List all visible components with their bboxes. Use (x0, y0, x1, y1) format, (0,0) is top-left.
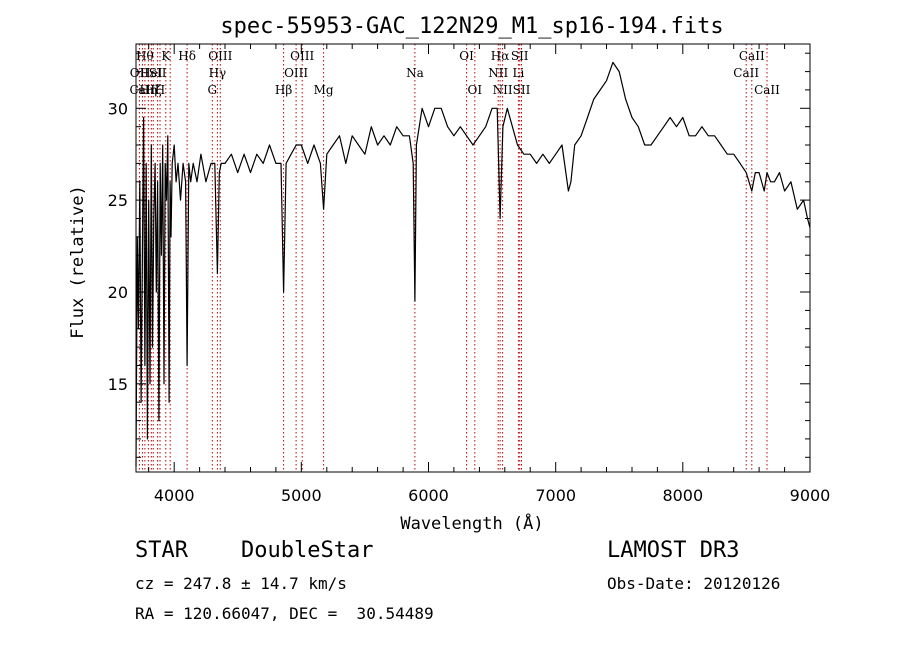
x-tick-label: 6000 (408, 486, 449, 505)
line-marker-label-20: OI (468, 83, 483, 97)
x-axis-label: Wavelength (Å) (400, 512, 543, 534)
y-tick-label: 20 (108, 283, 128, 302)
line-marker-label-16: OIII (290, 49, 314, 63)
object-subclass: DoubleStar (241, 538, 374, 563)
line-marker-label-3: Hη (139, 83, 157, 97)
line-marker-label-19: OI (459, 49, 474, 63)
line-marker-label-29: CaII (754, 83, 780, 97)
survey-name: LAMOST DR3 (607, 538, 740, 563)
line-marker-label-2: Hθ (136, 49, 154, 63)
line-marker-label-5: Hζ (145, 83, 162, 97)
redshift-cz: cz = 247.8 ± 14.7 km/s (135, 574, 347, 593)
line-marker-label-0: OII (130, 66, 150, 80)
line-marker-label-15: OIII (284, 66, 308, 80)
x-tick-label: 7000 (535, 486, 576, 505)
line-marker-label-22: Hα (491, 49, 510, 63)
line-marker-label-1: CaII (129, 83, 155, 97)
line-marker-label-7: H (155, 83, 165, 97)
x-tick-label: 8000 (662, 486, 703, 505)
line-marker-label-18: Na (406, 66, 424, 80)
line-marker-label-8: K (161, 49, 171, 63)
line-marker-label-28: CaII (739, 49, 765, 63)
line-marker-layer (138, 44, 768, 472)
line-marker-label-25: SII (511, 49, 529, 63)
line-marker-label-17: Mg (314, 83, 334, 97)
y-axis-label: Flux (relative) (68, 185, 88, 339)
line-marker-label-13: OIII (208, 49, 232, 63)
line-marker-label-6: SII (149, 66, 167, 80)
observation-date: Obs-Date: 20120126 (607, 574, 781, 593)
line-marker-label-27: CaII (733, 66, 759, 80)
line-marker-label-14: Hβ (275, 83, 292, 97)
plot-frame (135, 43, 811, 473)
axis-layer: 4000 5000 6000 7000 8000 9000 15 20 25 30 (108, 43, 831, 505)
object-class: STAR (135, 538, 188, 563)
x-tick-label: 5000 (281, 486, 322, 505)
line-marker-label-12: Hγ (209, 66, 227, 80)
line-marker-label-11: G (208, 83, 218, 97)
line-marker-label-21: NII (488, 66, 508, 80)
line-marker-label-4: HeI (140, 66, 163, 80)
y-tick-label: 25 (108, 191, 128, 210)
spectrum-line (135, 61, 811, 467)
x-tick-label: 9000 (790, 486, 831, 505)
line-marker-label-24: Li (512, 66, 524, 80)
spectrum-layer (135, 61, 811, 467)
x-tick-label: 4000 (154, 486, 195, 505)
line-label-layer: OII CaII Hθ Hη HeI Hζ SII H K Hδ G Hγ OIII Hβ OIII OIII… (129, 49, 780, 97)
line-marker-label-23: NII (493, 83, 513, 97)
spectrum-chart: spec-55953-GAC_122N29_M1_sp16-194.fits 4… (68, 14, 831, 534)
chart-title: spec-55953-GAC_122N29_M1_sp16-194.fits (220, 14, 723, 39)
coordinates: RA = 120.66047, DEC = 30.54489 (135, 604, 434, 623)
y-tick-label: 30 (108, 99, 128, 118)
line-marker-label-26: SII (513, 83, 531, 97)
y-tick-label: 15 (108, 375, 128, 394)
line-marker-label-10: Hδ (178, 49, 196, 63)
